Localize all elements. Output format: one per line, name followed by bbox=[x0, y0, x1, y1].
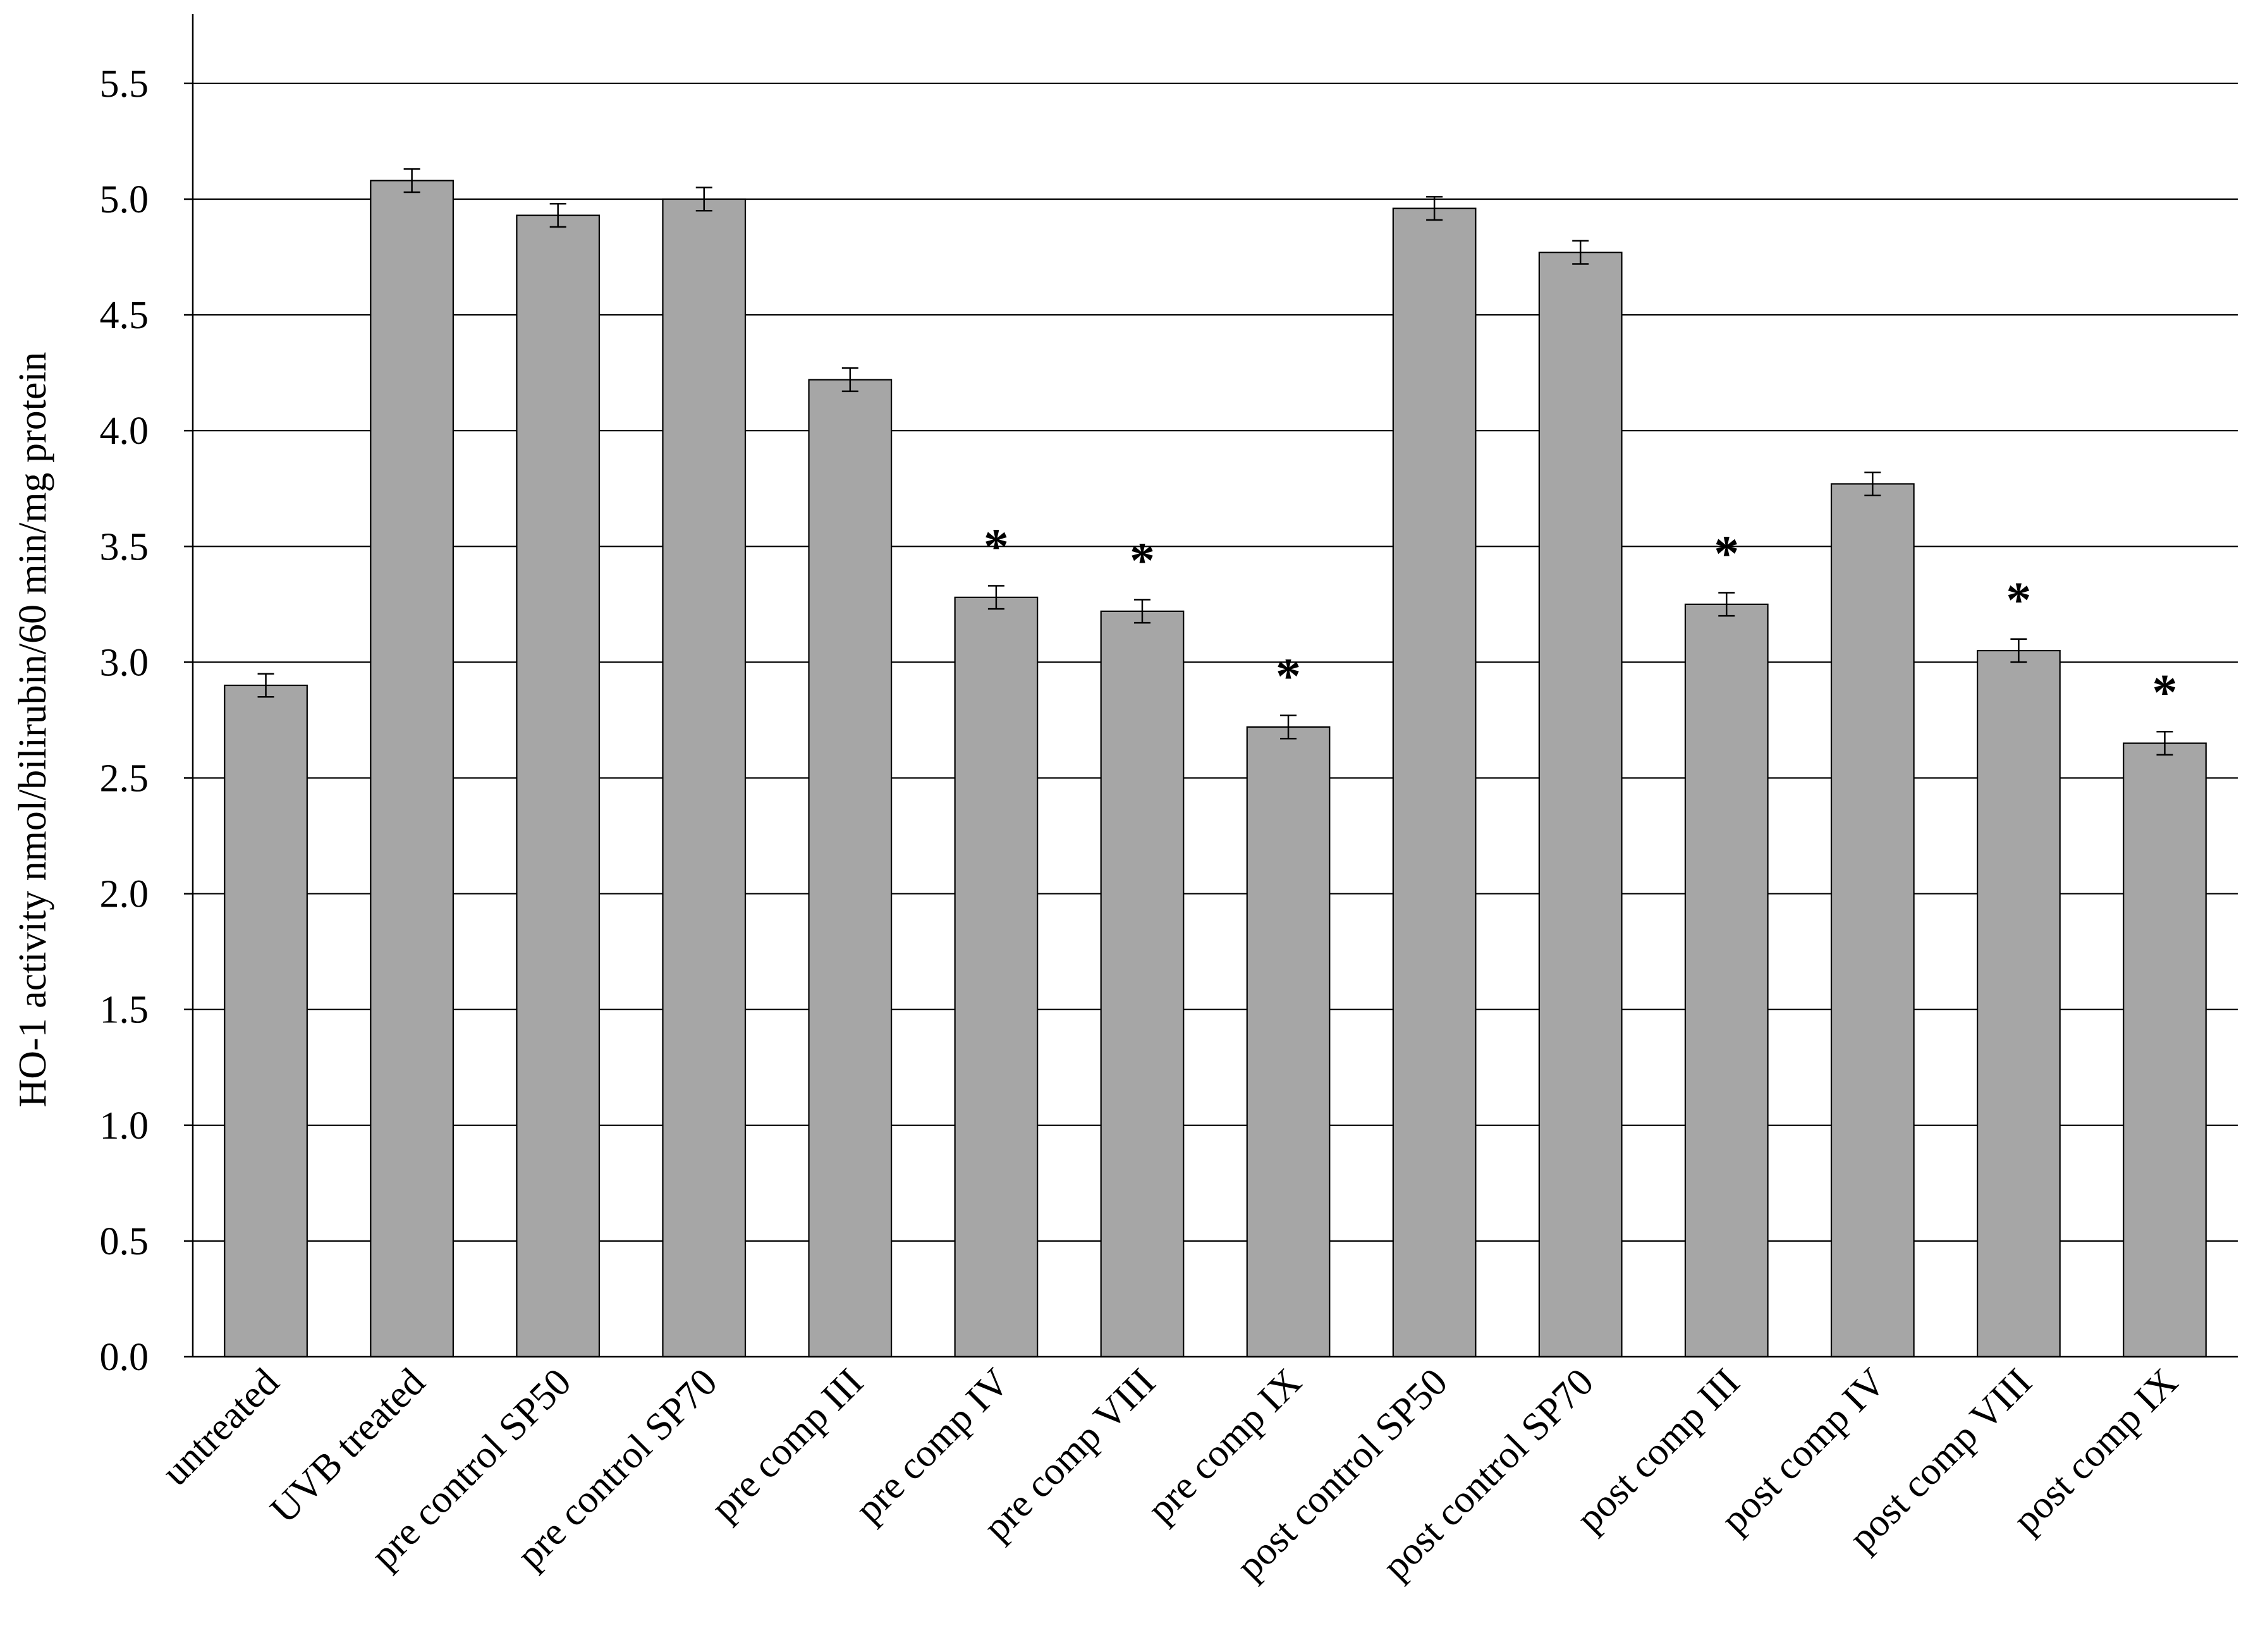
y-tick-label: 1.0 bbox=[100, 1104, 149, 1147]
x-tick-label: pre comp III bbox=[703, 1361, 872, 1529]
bar bbox=[516, 214, 601, 1358]
y-tick-label: 4.0 bbox=[100, 410, 149, 453]
y-tick-label: 5.0 bbox=[100, 178, 149, 221]
bar bbox=[1100, 610, 1185, 1358]
bar bbox=[224, 684, 308, 1358]
axes bbox=[192, 14, 2238, 1358]
y-tick-label: 3.5 bbox=[100, 525, 149, 568]
y-tick-label: 0.5 bbox=[100, 1220, 149, 1263]
significance-marker: * bbox=[2152, 665, 2177, 721]
bar bbox=[2123, 742, 2207, 1358]
gridlines bbox=[193, 82, 2238, 1242]
y-tick-label: 2.5 bbox=[100, 757, 149, 800]
bar bbox=[1684, 603, 1769, 1358]
y-tick-label: 5.5 bbox=[100, 63, 149, 106]
significance-marker: * bbox=[1130, 534, 1155, 589]
bar bbox=[954, 596, 1039, 1358]
bar bbox=[1246, 726, 1331, 1358]
significance-marker: * bbox=[984, 520, 1009, 575]
bar bbox=[1392, 207, 1477, 1358]
significance-marker: * bbox=[1714, 527, 1739, 582]
y-tick-label: 4.5 bbox=[100, 294, 149, 337]
y-tick-label: 1.5 bbox=[100, 989, 149, 1032]
bar bbox=[808, 379, 893, 1358]
bars: * * * * * * bbox=[224, 168, 2207, 1358]
significance-marker: * bbox=[2006, 573, 2031, 628]
x-tick-label: untreated bbox=[154, 1361, 287, 1494]
y-tick-label: 0.0 bbox=[100, 1336, 149, 1379]
y-tick-label: 3.0 bbox=[100, 641, 149, 684]
y-tick-labels: 0.0 0.5 1.0 1.5 2.0 2.5 3.0 3.5 4.0 4.5 5.0 5.5 bbox=[100, 63, 193, 1379]
y-axis-title: HO-1 activity nmol/bilirubin/60 min/mg p… bbox=[11, 352, 54, 1107]
bar bbox=[1977, 649, 2061, 1358]
significance-marker: * bbox=[1276, 649, 1301, 705]
bar bbox=[1538, 252, 1623, 1358]
bar bbox=[1830, 483, 1915, 1358]
bar bbox=[370, 180, 454, 1358]
y-tick-label: 2.0 bbox=[100, 873, 149, 916]
bar bbox=[662, 198, 747, 1358]
